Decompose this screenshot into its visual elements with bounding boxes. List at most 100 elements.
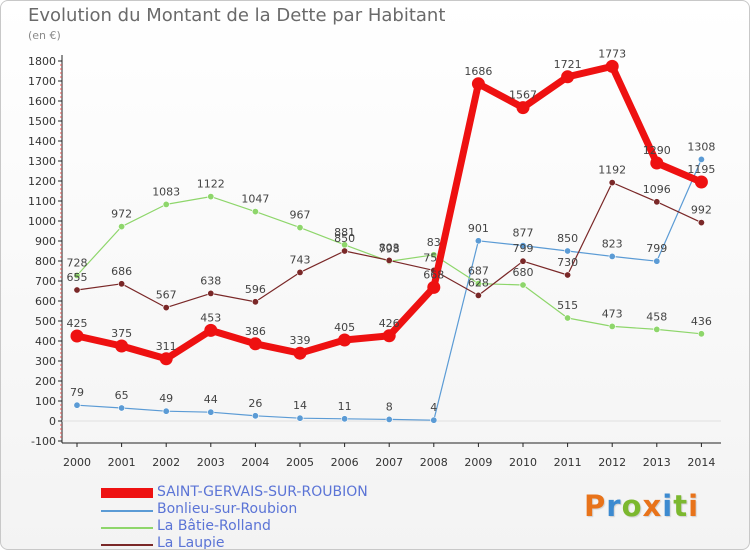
data-label-la-batie-rolland: 515 <box>557 299 578 312</box>
logo-letter: i <box>662 489 674 523</box>
data-point-bonlieu-sur-roubion <box>341 415 349 423</box>
unit-label: (en €) <box>28 29 61 42</box>
data-label-la-laupie: 567 <box>156 289 177 302</box>
data-point-saint-gervais-sur-roubion <box>605 59 619 73</box>
data-point-saint-gervais-sur-roubion <box>338 333 352 347</box>
data-point-saint-gervais-sur-roubion <box>115 339 129 353</box>
data-label-la-batie-rolland: 728 <box>67 256 88 269</box>
x-tick-label: 2003 <box>197 456 225 469</box>
data-point-la-batie-rolland <box>608 322 616 330</box>
y-tick-label: 1600 <box>28 95 56 108</box>
data-label-la-laupie: 992 <box>691 204 712 217</box>
data-label-la-laupie: 686 <box>111 265 132 278</box>
data-point-saint-gervais-sur-roubion <box>516 101 530 115</box>
y-tick-label: 1500 <box>28 115 56 128</box>
data-point-bonlieu-sur-roubion <box>296 414 304 422</box>
data-label-saint-gervais-sur-roubion: 1195 <box>687 163 715 176</box>
data-label-la-batie-rolland: 798 <box>379 242 400 255</box>
data-label-bonlieu-sur-roubion: 26 <box>248 397 262 410</box>
y-tick-label: 1700 <box>28 75 56 88</box>
y-tick-label: 100 <box>35 395 56 408</box>
logo-letter: r <box>606 489 622 523</box>
data-label-bonlieu-sur-roubion: 14 <box>293 399 307 412</box>
data-label-la-batie-rolland: 972 <box>111 208 132 221</box>
legend-swatch-saint-gervais <box>101 488 153 498</box>
data-point-la-laupie <box>519 257 527 265</box>
data-point-bonlieu-sur-roubion <box>519 242 527 250</box>
legend-label-saint-gervais: SAINT-GERVAIS-SUR-ROUBION <box>157 484 368 500</box>
data-point-saint-gervais-sur-roubion <box>293 346 307 360</box>
data-label-bonlieu-sur-roubion: 823 <box>602 237 623 250</box>
data-point-bonlieu-sur-roubion <box>251 412 259 420</box>
data-point-saint-gervais-sur-roubion <box>382 329 396 343</box>
data-point-la-laupie <box>653 198 661 206</box>
data-label-la-laupie: 803 <box>379 241 400 254</box>
data-point-la-laupie <box>207 289 215 297</box>
data-label-la-batie-rolland: 680 <box>513 266 534 279</box>
x-tick-label: 2001 <box>108 456 136 469</box>
data-point-la-laupie <box>296 268 304 276</box>
data-label-saint-gervais-sur-roubion: 1773 <box>598 47 626 60</box>
data-label-saint-gervais-sur-roubion: 1686 <box>464 65 492 78</box>
y-tick-label: 300 <box>35 355 56 368</box>
y-tick-label: 600 <box>35 295 56 308</box>
data-point-la-batie-rolland <box>296 224 304 232</box>
y-tick-label: 1200 <box>28 175 56 188</box>
data-point-la-laupie <box>474 291 482 299</box>
y-tick-label: -100 <box>31 435 56 448</box>
data-point-bonlieu-sur-roubion <box>73 401 81 409</box>
data-label-la-batie-rolland: 967 <box>290 209 311 222</box>
data-point-la-batie-rolland <box>697 330 705 338</box>
legend-swatch-bonlieu <box>101 510 153 512</box>
data-label-la-batie-rolland: 881 <box>334 226 355 239</box>
data-label-la-batie-rolland: 83 <box>427 236 441 249</box>
data-label-bonlieu-sur-roubion: 4 <box>430 401 437 414</box>
data-label-la-laupie: 638 <box>200 274 221 287</box>
logo-letter: t <box>673 489 689 523</box>
y-tick-label: 700 <box>35 275 56 288</box>
x-tick-label: 2009 <box>464 456 492 469</box>
x-tick-label: 2014 <box>687 456 715 469</box>
data-label-la-batie-rolland: 1122 <box>197 178 225 191</box>
data-point-bonlieu-sur-roubion <box>162 407 170 415</box>
data-label-bonlieu-sur-roubion: 44 <box>204 393 218 406</box>
data-label-saint-gervais-sur-roubion: 1567 <box>509 89 537 102</box>
y-tick-label: 900 <box>35 235 56 248</box>
data-label-saint-gervais-sur-roubion: 453 <box>200 311 221 324</box>
data-point-bonlieu-sur-roubion <box>653 257 661 265</box>
y-tick-label: 1000 <box>28 215 56 228</box>
data-point-bonlieu-sur-roubion <box>430 416 438 424</box>
data-label-bonlieu-sur-roubion: 79 <box>70 386 84 399</box>
legend-label-bonlieu: Bonlieu-sur-Roubion <box>157 501 298 517</box>
x-tick-label: 2011 <box>554 456 582 469</box>
data-point-bonlieu-sur-roubion <box>474 237 482 245</box>
logo-letter: o <box>621 489 643 523</box>
data-label-la-batie-rolland: 473 <box>602 307 623 320</box>
data-point-saint-gervais-sur-roubion <box>694 175 708 189</box>
data-point-bonlieu-sur-roubion <box>385 415 393 423</box>
data-point-la-laupie <box>341 247 349 255</box>
data-point-la-batie-rolland <box>73 271 81 279</box>
data-label-bonlieu-sur-roubion: 850 <box>557 232 578 245</box>
x-tick-label: 2004 <box>241 456 269 469</box>
y-tick-label: 1400 <box>28 135 56 148</box>
data-point-la-batie-rolland <box>519 281 527 289</box>
data-label-bonlieu-sur-roubion: 11 <box>338 400 352 413</box>
data-point-la-laupie <box>118 280 126 288</box>
data-point-la-batie-rolland <box>162 200 170 208</box>
data-point-la-batie-rolland <box>251 208 259 216</box>
data-point-la-laupie <box>697 219 705 227</box>
x-tick-label: 2007 <box>375 456 403 469</box>
data-label-la-laupie: 655 <box>67 271 88 284</box>
data-point-saint-gervais-sur-roubion <box>561 70 575 84</box>
data-point-la-laupie <box>564 271 572 279</box>
data-label-la-laupie: 743 <box>290 253 311 266</box>
data-label-la-batie-rolland: 458 <box>646 310 667 323</box>
data-label-saint-gervais-sur-roubion: 426 <box>379 317 400 330</box>
data-label-saint-gervais-sur-roubion: 375 <box>111 327 132 340</box>
data-point-saint-gervais-sur-roubion <box>650 156 664 170</box>
data-label-bonlieu-sur-roubion: 65 <box>115 389 129 402</box>
data-point-la-batie-rolland <box>474 280 482 288</box>
data-point-la-laupie <box>162 304 170 312</box>
data-point-saint-gervais-sur-roubion <box>159 352 173 366</box>
